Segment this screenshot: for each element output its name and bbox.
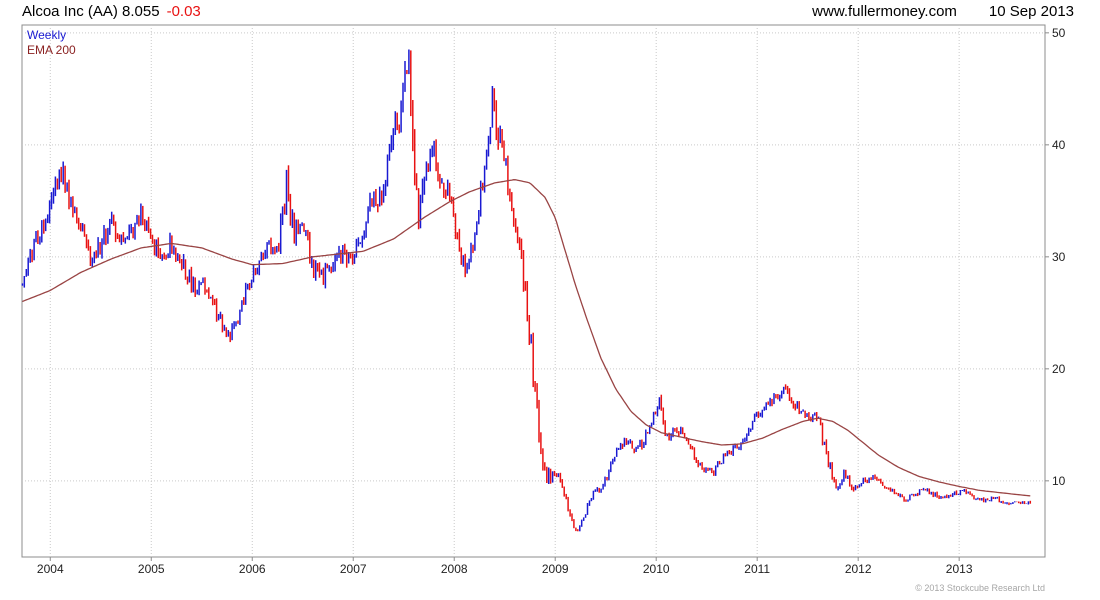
y-axis-label: 20 [1052,362,1066,376]
x-axis-label: 2005 [138,562,165,576]
x-axis-label: 2004 [37,562,64,576]
x-axis-label: 2012 [845,562,872,576]
instrument-title: Alcoa Inc (AA) 8.055 [22,3,160,20]
chart-legend: Weekly EMA 200 [27,28,76,58]
x-axis-label: 2006 [239,562,266,576]
instrument-header: Alcoa Inc (AA) 8.055 -0.03 [22,3,201,20]
weekly-candles [21,49,1032,532]
y-axis-label: 50 [1052,26,1066,40]
gridlines [22,25,1045,557]
chart-date: 10 Sep 2013 [988,3,1074,20]
legend-ema: EMA 200 [27,43,76,57]
axis-labels: 2004 2005 2006 2007 2008 2009 2010 2011 2012 2013… [37,26,1066,576]
x-axis-label: 2009 [542,562,569,576]
legend-weekly: Weekly [27,28,67,42]
site-url: www.fullermoney.com [812,3,957,20]
x-axis-label: 2007 [340,562,367,576]
y-axis-label: 40 [1052,138,1066,152]
ema-line [22,179,1031,497]
y-axis-label: 30 [1052,250,1066,264]
x-axis-label: 2011 [744,562,770,576]
chart-header: Alcoa Inc (AA) 8.055 -0.03 www.fullermone… [22,3,1074,20]
x-axis-label: 2013 [946,562,973,576]
x-axis-label: 2010 [643,562,670,576]
copyright: © 2013 Stockcube Research Ltd [915,583,1045,593]
y-axis-label: 10 [1052,474,1066,488]
plot-border [21,24,1046,558]
source-header: www.fullermoney.com 10 Sep 2013 [812,3,1074,20]
price-change: -0.03 [166,3,201,20]
x-axis-label: 2008 [441,562,468,576]
